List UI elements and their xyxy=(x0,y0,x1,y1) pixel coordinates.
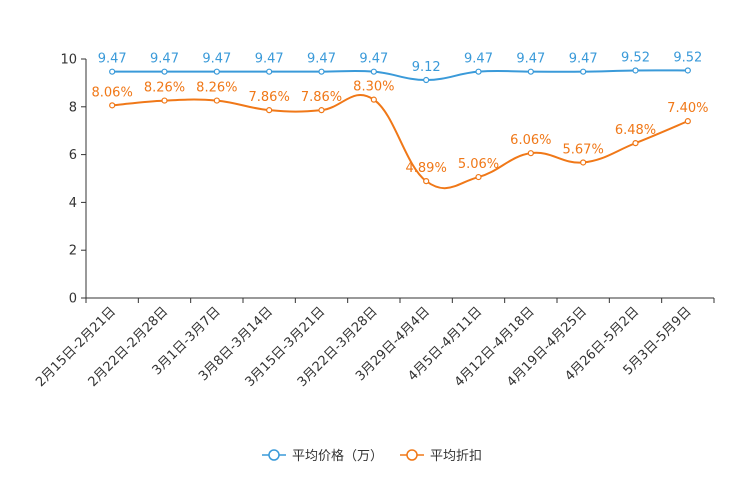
y-tick-label: 0 xyxy=(69,292,77,307)
data-point[interactable] xyxy=(475,68,482,75)
data-point[interactable] xyxy=(161,68,168,75)
data-point[interactable] xyxy=(423,76,430,84)
data-label: 5.06% xyxy=(458,157,499,172)
data-point[interactable] xyxy=(527,150,534,157)
data-point[interactable] xyxy=(684,118,691,125)
data-point[interactable] xyxy=(527,68,534,75)
data-label: 9.47 xyxy=(359,52,388,67)
data-point[interactable] xyxy=(632,140,639,147)
data-label: 9.12 xyxy=(412,60,441,75)
data-label: 7.40% xyxy=(667,101,708,116)
data-label: 9.52 xyxy=(621,50,650,65)
data-label: 8.26% xyxy=(144,81,185,96)
series-points xyxy=(109,67,691,185)
data-label: 9.47 xyxy=(464,52,493,67)
data-point[interactable] xyxy=(632,67,639,74)
data-point[interactable] xyxy=(213,97,220,104)
data-label: 9.47 xyxy=(202,52,231,67)
data-point[interactable] xyxy=(475,173,482,181)
legend-item-1[interactable]: 平均价格（万） xyxy=(262,448,383,464)
data-label: 6.06% xyxy=(510,133,551,148)
data-label: 9.52 xyxy=(673,50,702,65)
data-label: 9.47 xyxy=(516,52,545,67)
data-label: 8.30% xyxy=(353,80,394,95)
data-point[interactable] xyxy=(213,68,220,75)
data-point[interactable] xyxy=(580,68,587,75)
data-point[interactable] xyxy=(684,67,691,74)
data-label: 7.86% xyxy=(301,90,342,105)
y-tick-label: 6 xyxy=(69,148,77,163)
legend-marker xyxy=(268,449,280,461)
data-point[interactable] xyxy=(109,102,116,109)
legend-marker xyxy=(406,449,418,461)
data-point[interactable] xyxy=(370,96,377,103)
data-label: 9.47 xyxy=(98,52,127,67)
data-point[interactable] xyxy=(318,107,325,114)
x-axis-ticks: 2月15日-2月21日2月22日-2月28日3月1日-3月7日3月8日-3月14… xyxy=(33,298,715,390)
data-label: 4.89% xyxy=(406,161,447,176)
data-point[interactable] xyxy=(109,68,116,75)
y-tick-label: 10 xyxy=(60,53,77,68)
data-label: 8.06% xyxy=(92,85,133,100)
legend-label: 平均折扣 xyxy=(430,449,482,464)
data-label: 9.47 xyxy=(150,52,179,67)
series-line-1 xyxy=(112,69,688,82)
data-point[interactable] xyxy=(370,68,377,75)
legend[interactable]: 平均价格（万） 平均折扣 xyxy=(262,448,482,464)
legend-label: 平均价格（万） xyxy=(292,448,383,464)
data-label: 7.86% xyxy=(249,90,290,105)
y-tick-label: 2 xyxy=(69,244,77,259)
data-point[interactable] xyxy=(161,97,168,104)
data-point[interactable] xyxy=(266,68,273,75)
data-point[interactable] xyxy=(266,107,273,114)
data-label: 9.47 xyxy=(569,52,598,67)
y-tick-label: 8 xyxy=(69,100,77,115)
data-labels: 9.47 9.47 9.47 9.47 9.47 9.47 9.12 9.47 9.47 9.47… xyxy=(92,50,709,176)
data-label: 8.26% xyxy=(196,81,237,96)
data-point[interactable] xyxy=(580,159,587,166)
data-label: 5.67% xyxy=(563,142,604,157)
data-label: 6.48% xyxy=(615,123,656,138)
data-point[interactable] xyxy=(318,68,325,75)
legend-item-2[interactable]: 平均折扣 xyxy=(400,449,482,464)
data-label: 9.47 xyxy=(307,52,336,67)
y-axis-ticks: 0 2 4 6 8 10 xyxy=(60,53,86,307)
data-label: 9.47 xyxy=(255,52,284,67)
y-tick-label: 4 xyxy=(69,196,77,211)
data-point[interactable] xyxy=(423,178,430,185)
